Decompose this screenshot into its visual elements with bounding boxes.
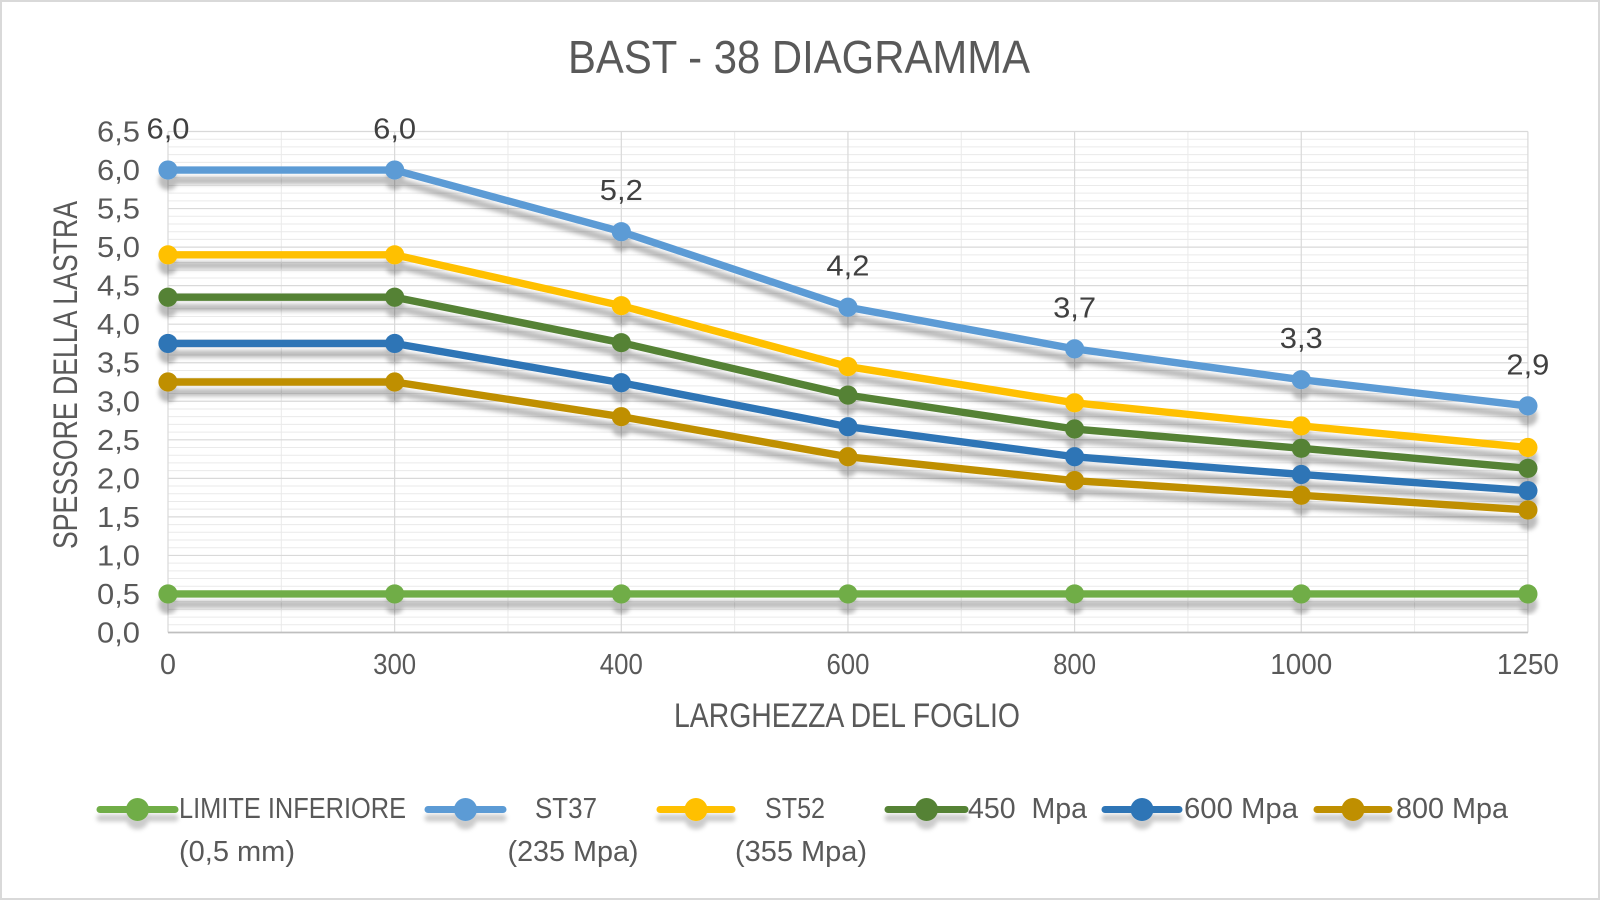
svg-text:4,2: 4,2 [826,251,869,283]
svg-text:800: 800 [1053,649,1096,681]
svg-text:LIMITE INFERIORE: LIMITE INFERIORE [179,793,406,825]
svg-text:0,0: 0,0 [97,618,140,650]
svg-text:0,5: 0,5 [97,579,140,611]
svg-text:600: 600 [826,649,869,681]
svg-text:3,0: 3,0 [97,386,140,418]
svg-text:0: 0 [160,649,176,681]
svg-text:400: 400 [600,649,643,681]
svg-text:1250: 1250 [1497,649,1559,681]
svg-text:1,0: 1,0 [97,540,140,572]
svg-text:2,5: 2,5 [97,425,140,457]
svg-text:LARGHEZZA DEL FOGLIO: LARGHEZZA DEL FOGLIO [674,697,1020,735]
svg-text:300: 300 [373,649,416,681]
svg-text:(235 Mpa): (235 Mpa) [508,836,639,868]
svg-text:(0,5 mm): (0,5 mm) [179,836,295,868]
svg-text:4,5: 4,5 [97,271,140,303]
svg-text:6,5: 6,5 [97,117,140,149]
svg-text:6,0: 6,0 [147,114,190,146]
svg-text:3,5: 3,5 [97,348,140,380]
svg-text:450 Mpa: 450 Mpa [968,793,1088,825]
svg-text:3,7: 3,7 [1053,292,1096,324]
svg-text:800 Mpa: 800 Mpa [1396,793,1509,825]
svg-text:6,0: 6,0 [97,155,140,187]
svg-text:ST37: ST37 [535,793,597,825]
svg-text:2,9: 2,9 [1506,349,1549,381]
svg-text:(355 Mpa): (355 Mpa) [735,836,867,868]
svg-text:SPESSORE DELLA LASTRA: SPESSORE DELLA LASTRA [47,201,85,549]
svg-text:3,3: 3,3 [1280,323,1323,355]
svg-text:5,5: 5,5 [97,194,140,226]
svg-text:5,0: 5,0 [97,232,140,264]
svg-text:5,2: 5,2 [600,175,643,207]
svg-text:BAST - 38 DIAGRAMMA: BAST - 38 DIAGRAMMA [568,31,1030,83]
svg-text:1,5: 1,5 [97,502,140,534]
svg-text:600 Mpa: 600 Mpa [1184,793,1299,825]
svg-text:1000: 1000 [1270,649,1332,681]
svg-text:2,0: 2,0 [97,463,140,495]
svg-text:ST52: ST52 [765,793,825,825]
svg-text:6,0: 6,0 [373,114,416,146]
svg-text:4,0: 4,0 [97,309,140,341]
